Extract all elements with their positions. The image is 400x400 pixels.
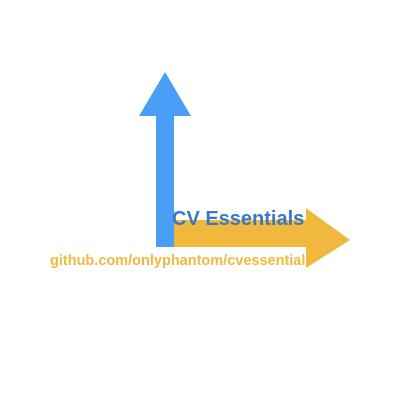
up-arrow-icon xyxy=(139,72,191,247)
brand-title: CV Essentials xyxy=(172,208,305,230)
right-arrow-icon xyxy=(156,208,350,268)
brand-url[interactable]: github.com/onlyphantom/cvessentials xyxy=(50,253,314,269)
